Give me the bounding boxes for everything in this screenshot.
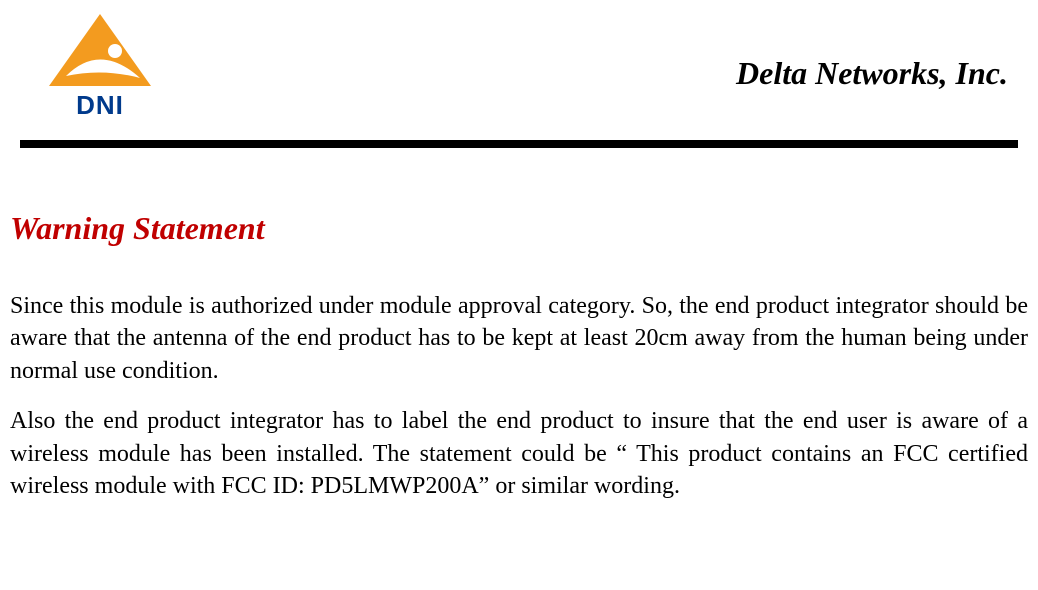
company-logo: DNI xyxy=(40,12,160,122)
logo-abbr: DNI xyxy=(76,90,124,121)
document-page: DNI Delta Networks, Inc. Warning Stateme… xyxy=(0,0,1038,590)
header-divider xyxy=(20,140,1018,146)
paragraph-2: Also the end product integrator has to l… xyxy=(10,405,1028,502)
warning-heading: Warning Statement xyxy=(10,210,265,247)
company-name: Delta Networks, Inc. xyxy=(736,55,1008,92)
paragraph-1: Since this module is authorized under mo… xyxy=(10,290,1028,387)
body-text: Since this module is authorized under mo… xyxy=(10,290,1028,520)
dni-logo-icon xyxy=(45,12,155,92)
